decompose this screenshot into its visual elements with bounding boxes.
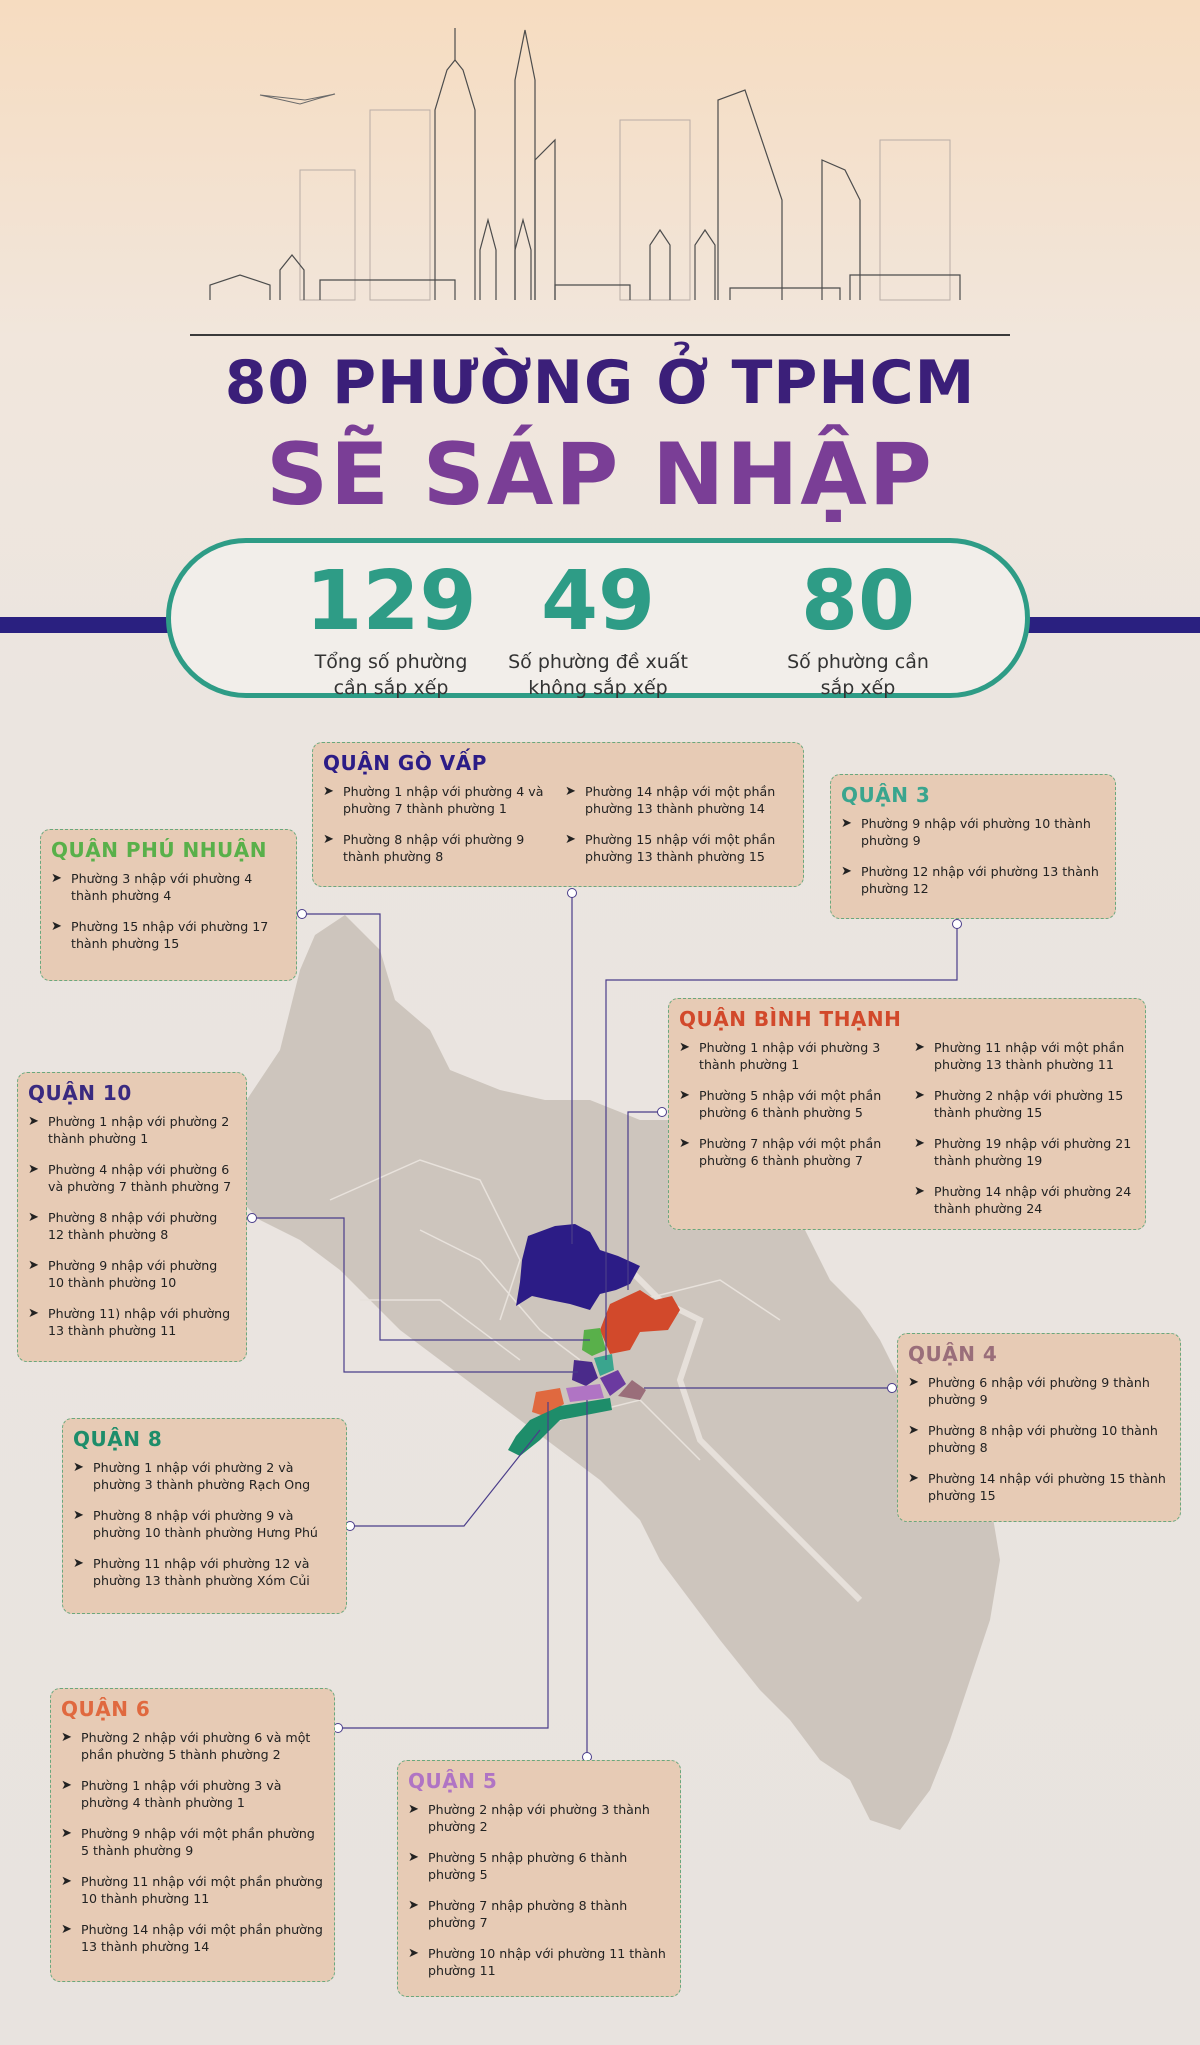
district-quan-1-shape: [600, 1370, 626, 1396]
merge-item: Phường 9 nhập với phường 10 thành phường…: [28, 1257, 236, 1291]
district-go-vap-shape: [516, 1224, 640, 1310]
leader-lines: [252, 893, 958, 1757]
leader-dot-phu-nhuan: [297, 909, 307, 919]
merge-item: Phường 10 nhập với phường 11 thành phườn…: [408, 1945, 670, 1979]
merge-item: Phường 11 nhập với phường 12 và phường 1…: [73, 1555, 336, 1589]
merge-item: Phường 1 nhập với phường 3 và phường 4 t…: [61, 1777, 324, 1811]
merge-item: Phường 8 nhập với phường 9 và phường 10 …: [73, 1507, 336, 1541]
district-binh-thanh-shape: [600, 1290, 680, 1354]
district-name: QUẬN BÌNH THẠNH: [679, 1007, 902, 1031]
merge-item: Phường 9 nhập với một phần phường 5 thàn…: [61, 1825, 324, 1859]
merge-item: Phường 4 nhập với phường 6 và phường 7 t…: [28, 1161, 236, 1195]
merge-item: Phường 15 nhập với một phần phường 13 th…: [565, 831, 793, 865]
stat-label: không sắp xếp: [528, 677, 668, 699]
stat-label: Số phường cần: [787, 651, 929, 673]
district-box-go-vap: QUẬN GÒ VẤP Phường 1 nhập với phường 4 v…: [312, 742, 804, 887]
district-name: QUẬN 5: [408, 1769, 498, 1793]
merge-item: Phường 2 nhập với phường 15 thành phường…: [914, 1087, 1135, 1121]
merge-item: Phường 9 nhập với phường 10 thành phường…: [841, 815, 1105, 849]
merge-item: Phường 14 nhập với một phần phường 13 th…: [61, 1921, 324, 1955]
merge-item: Phường 5 nhập với một phần phường 6 thàn…: [679, 1087, 900, 1121]
merge-item: Phường 11 nhập với một phần phường 10 th…: [61, 1873, 324, 1907]
merge-item: Phường 2 nhập với phường 3 thành phường …: [408, 1801, 670, 1835]
stat-label: Số phường đề xuất: [508, 651, 688, 673]
district-box-quan-6: QUẬN 6 Phường 2 nhập với phường 6 và một…: [50, 1688, 335, 1982]
merge-item: Phường 8 nhập với phường 9 thành phường …: [323, 831, 551, 865]
district-box-quan-10: QUẬN 10 Phường 1 nhập với phường 2 thành…: [17, 1072, 247, 1362]
district-name: QUẬN GÒ VẤP: [323, 751, 487, 775]
stat-not-merged: 49 Số phường đề xuất không sắp xếp: [468, 543, 728, 701]
leader-dot-quan-3: [952, 919, 962, 929]
stat-label: sắp xếp: [820, 677, 896, 699]
district-box-quan-3: QUẬN 3 Phường 9 nhập với phường 10 thành…: [830, 774, 1116, 919]
merge-item: Phường 8 nhập với phường 12 thành phường…: [28, 1209, 236, 1243]
merge-item: Phường 12 nhập với phường 13 thành phườn…: [841, 863, 1105, 897]
merge-item: Phường 14 nhập với phường 24 thành phườn…: [914, 1183, 1135, 1217]
headline-line-1: 80 PHƯỜNG Ở TPHCM: [224, 348, 976, 418]
district-quan-8-shape: [508, 1398, 612, 1456]
district-name: QUẬN 8: [73, 1427, 163, 1451]
district-quan-5-shape: [566, 1384, 604, 1402]
headline-line-2: SẼ SÁP NHẬP: [266, 425, 934, 525]
merge-item: Phường 7 nhập phường 8 thành phường 7: [408, 1897, 670, 1931]
district-box-quan-4: QUẬN 4 Phường 6 nhập với phường 9 thành …: [897, 1333, 1181, 1522]
merge-item: Phường 3 nhập với phường 4 thành phường …: [51, 870, 286, 904]
merge-item: Phường 5 nhập phường 6 thành phường 5: [408, 1849, 670, 1883]
merge-item: Phường 11 nhập với một phần phường 13 th…: [914, 1039, 1135, 1073]
district-quan-10-shape: [572, 1360, 598, 1386]
district-box-quan-5: QUẬN 5 Phường 2 nhập với phường 3 thành …: [397, 1760, 681, 1997]
district-quan-3-shape: [594, 1354, 614, 1376]
stat-number: 49: [540, 554, 656, 649]
leader-dot-go-vap: [567, 888, 577, 898]
district-box-binh-thanh: QUẬN BÌNH THẠNH Phường 1 nhập với phường…: [668, 998, 1146, 1230]
district-quan-4-shape: [618, 1380, 646, 1400]
district-name: QUẬN 10: [28, 1081, 132, 1105]
merge-item: Phường 1 nhập với phường 3 thành phường …: [679, 1039, 900, 1073]
merge-item: Phường 1 nhập với phường 2 thành phường …: [28, 1113, 236, 1147]
leader-dot-quan-4: [887, 1383, 897, 1393]
merge-item: Phường 7 nhập với một phần phường 6 thàn…: [679, 1135, 900, 1169]
merge-item: Phường 2 nhập với phường 6 và một phần p…: [61, 1729, 324, 1763]
merge-item: Phường 8 nhập với phường 10 thành phường…: [908, 1422, 1170, 1456]
merge-item: Phường 11) nhập với phường 13 thành phườ…: [28, 1305, 236, 1339]
merge-item: Phường 1 nhập với phường 4 và phường 7 t…: [323, 783, 551, 817]
merge-item: Phường 15 nhập với phường 17 thành phườn…: [51, 918, 286, 952]
merge-item: Phường 14 nhập với phường 15 thành phườn…: [908, 1470, 1170, 1504]
stat-number: 129: [305, 554, 477, 649]
merge-item: Phường 14 nhập với một phần phường 13 th…: [565, 783, 793, 817]
district-box-quan-8: QUẬN 8 Phường 1 nhập với phường 2 và phư…: [62, 1418, 347, 1614]
district-name: QUẬN 3: [841, 783, 931, 807]
district-box-phu-nhuan: QUẬN PHÚ NHUẬN Phường 3 nhập với phường …: [40, 829, 297, 981]
merge-item: Phường 1 nhập với phường 2 và phường 3 t…: [73, 1459, 336, 1493]
district-name: QUẬN PHÚ NHUẬN: [51, 838, 267, 862]
stat-to-merge: 80 Số phường cần sắp xếp: [728, 543, 988, 701]
stat-label: Tổng số phường: [314, 651, 468, 673]
leader-dot-binh-thanh: [657, 1107, 667, 1117]
merge-item: Phường 19 nhập với phường 21 thành phườn…: [914, 1135, 1135, 1169]
district-name: QUẬN 4: [908, 1342, 998, 1366]
stats-panel: 129 Tổng số phường cần sắp xếp 49 Số phư…: [166, 538, 1030, 701]
district-phu-nhuan-shape: [582, 1328, 606, 1356]
stat-label: cần sắp xếp: [333, 677, 449, 699]
map-landmass: [220, 915, 1000, 1830]
stat-total-wards: 129 Tổng số phường cần sắp xếp: [261, 543, 521, 701]
stat-number: 80: [800, 554, 916, 649]
leader-dot-quan-10: [247, 1213, 257, 1223]
district-name: QUẬN 6: [61, 1697, 151, 1721]
city-skyline-illustration: [190, 28, 1010, 336]
merge-item: Phường 6 nhập với phường 9 thành phường …: [908, 1374, 1170, 1408]
